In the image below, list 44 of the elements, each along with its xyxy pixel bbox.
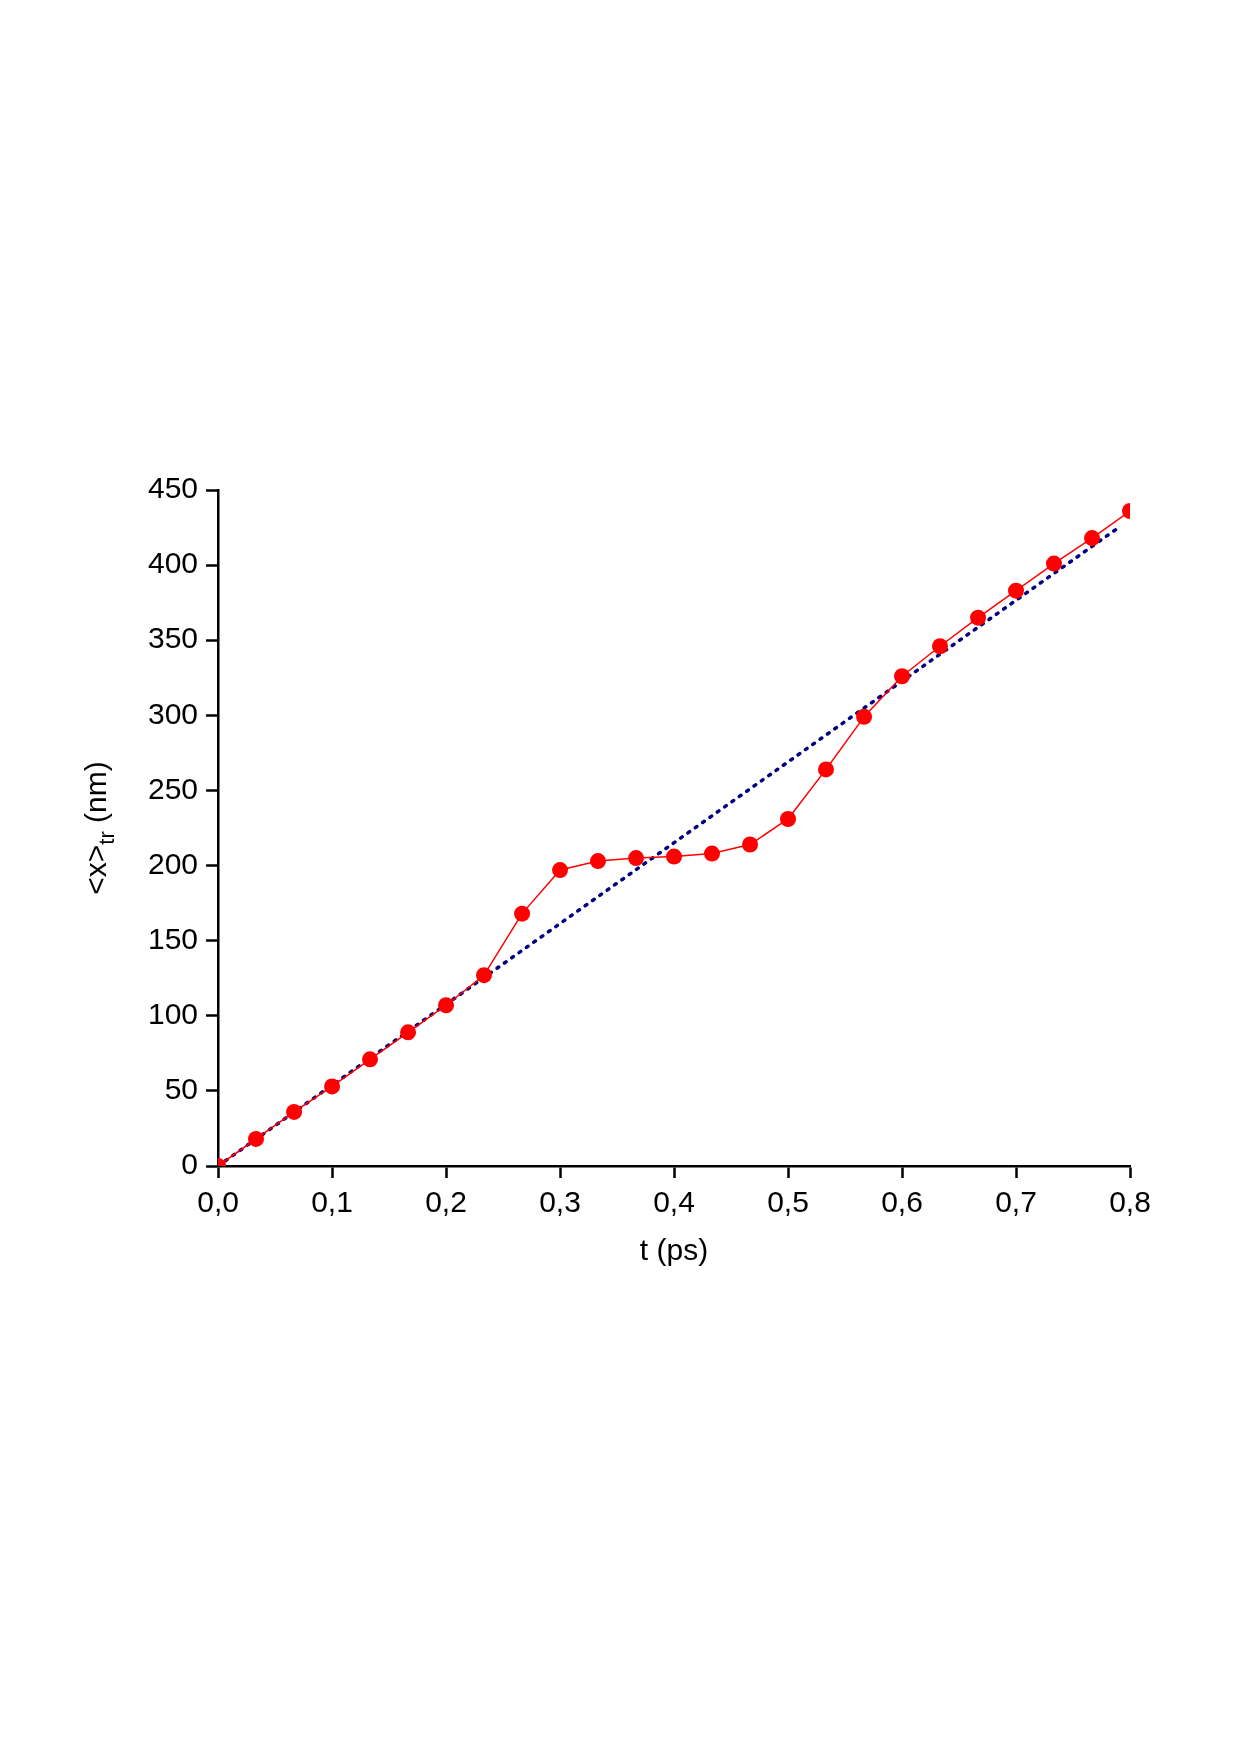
point — [742, 836, 759, 853]
point — [628, 850, 645, 867]
x-tick-label: 0,2 — [425, 1185, 467, 1219]
point — [324, 1078, 341, 1095]
point — [362, 1051, 379, 1068]
x-tick-label: 0,6 — [881, 1185, 923, 1219]
y-tick-label: 200 — [147, 846, 199, 880]
point — [856, 708, 873, 725]
point — [931, 638, 948, 655]
point — [589, 853, 606, 870]
point — [894, 668, 911, 685]
point — [552, 862, 569, 879]
point — [438, 997, 455, 1014]
point — [666, 848, 683, 865]
y-tick-label: 0 — [181, 1147, 199, 1181]
y-tick-label: 450 — [147, 471, 199, 505]
point — [514, 905, 531, 922]
point — [248, 1130, 265, 1147]
y-tick-label: 350 — [147, 621, 199, 655]
y-tick-label: 300 — [147, 696, 199, 730]
y-tick-label: 250 — [147, 771, 199, 805]
x-tick-label: 0,7 — [995, 1185, 1037, 1219]
y-tick-label: 50 — [164, 1072, 199, 1106]
y-tick-label: 150 — [147, 921, 199, 955]
point — [286, 1103, 303, 1120]
x-axis-title: t (ps) — [639, 1233, 709, 1267]
point — [817, 761, 834, 778]
point — [703, 845, 720, 862]
x-tick-label: 0,1 — [311, 1185, 353, 1219]
point — [1084, 530, 1101, 547]
point — [400, 1024, 417, 1041]
x-tick-label: 0,5 — [767, 1185, 809, 1219]
x-tick-label: 0,0 — [197, 1185, 239, 1219]
x-tick-label: 0,3 — [539, 1185, 581, 1219]
point — [970, 609, 987, 626]
x-tick-label: 0,4 — [653, 1185, 695, 1219]
point — [1008, 582, 1025, 599]
y-tick-label: 100 — [147, 997, 199, 1031]
point — [780, 810, 797, 827]
y-axis-title: <x>tr (nm) — [79, 761, 120, 895]
x-tick-label: 0,8 — [1109, 1185, 1151, 1219]
point — [476, 967, 492, 984]
point — [1045, 555, 1062, 572]
y-tick-label: 400 — [147, 546, 199, 580]
